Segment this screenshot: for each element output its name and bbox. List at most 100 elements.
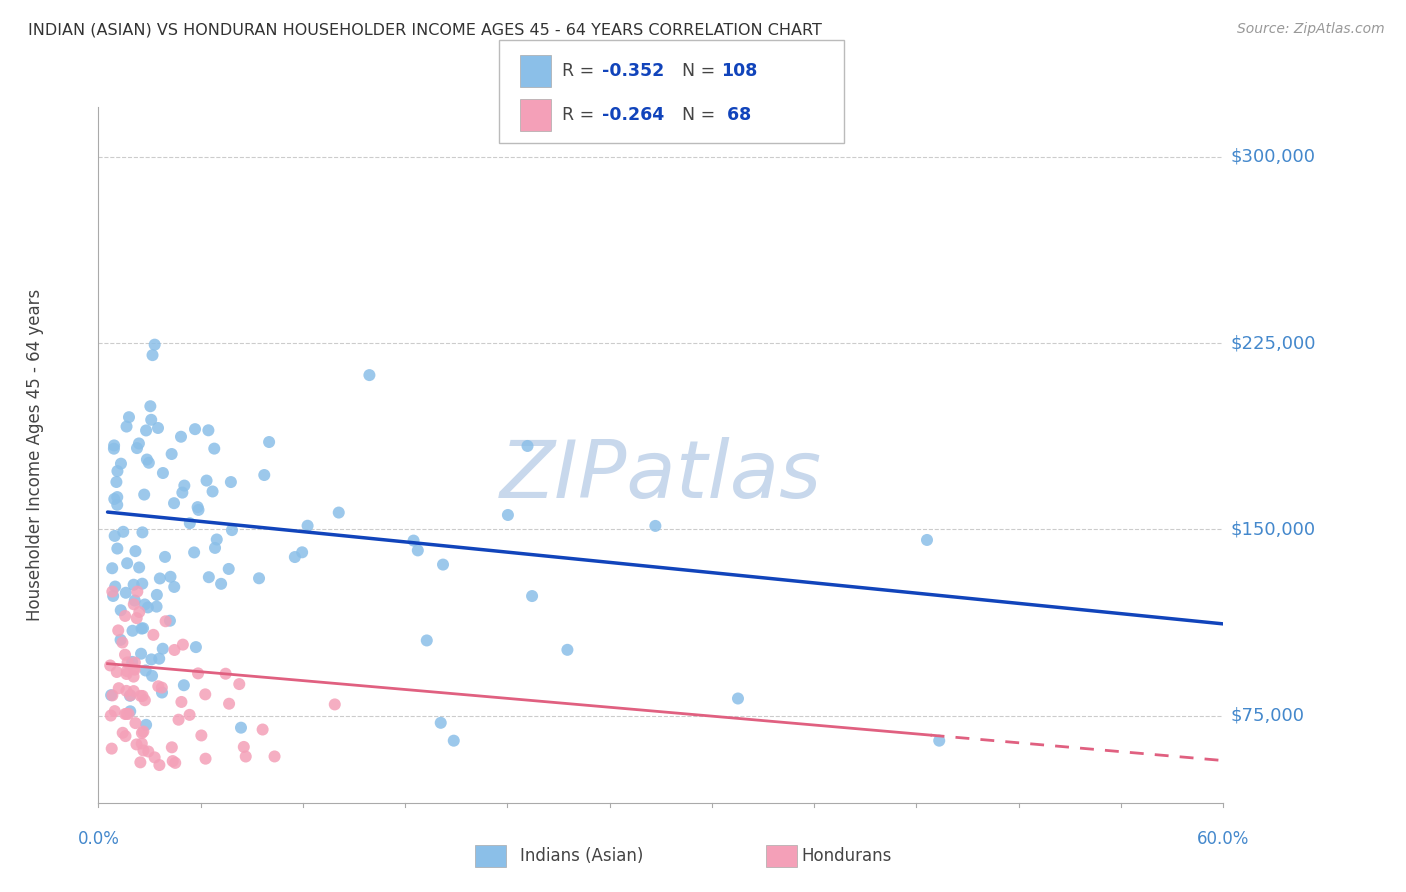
Point — [218, 562, 240, 576]
Point — [132, 621, 155, 635]
Point — [122, 662, 145, 676]
Point — [221, 523, 243, 537]
Point — [402, 533, 425, 548]
Point — [115, 706, 138, 721]
Point — [155, 614, 177, 628]
Point — [194, 752, 217, 766]
Point — [152, 466, 174, 480]
Point — [125, 611, 148, 625]
Point — [115, 667, 138, 681]
Point — [184, 640, 207, 654]
Point — [101, 689, 124, 703]
Point — [110, 603, 132, 617]
Point — [136, 600, 159, 615]
Point — [179, 516, 201, 531]
Point — [120, 689, 142, 703]
Text: 108: 108 — [721, 62, 758, 79]
Point — [159, 570, 181, 584]
Point — [148, 651, 170, 665]
Point — [149, 571, 172, 585]
Point — [124, 716, 146, 731]
Point — [107, 624, 129, 638]
Point — [135, 664, 157, 678]
Point — [218, 697, 240, 711]
Point — [135, 452, 157, 467]
Point — [406, 543, 429, 558]
Point — [117, 706, 139, 721]
Point — [187, 500, 209, 515]
Point — [167, 713, 190, 727]
Point — [235, 749, 257, 764]
Point — [134, 598, 156, 612]
Point — [114, 729, 136, 743]
Point — [104, 704, 127, 718]
Point — [214, 666, 236, 681]
Text: R =: R = — [562, 62, 600, 79]
Point — [100, 708, 122, 723]
Point — [247, 571, 270, 585]
Text: Householder Income Ages 45 - 64 years: Householder Income Ages 45 - 64 years — [27, 289, 44, 621]
Point — [170, 695, 193, 709]
Point — [520, 589, 543, 603]
Point — [105, 541, 128, 556]
Point — [727, 691, 749, 706]
Point — [205, 533, 228, 547]
Point — [163, 496, 186, 510]
Point — [122, 578, 145, 592]
Point — [122, 684, 145, 698]
Point — [150, 681, 173, 695]
Point — [141, 413, 163, 427]
Point — [429, 715, 451, 730]
Point — [160, 447, 183, 461]
Point — [416, 633, 439, 648]
Point — [112, 524, 135, 539]
Point — [124, 663, 146, 677]
Point — [100, 688, 122, 702]
Point — [644, 519, 666, 533]
Text: N =: N = — [682, 106, 721, 124]
Point — [229, 721, 252, 735]
Text: -0.264: -0.264 — [602, 106, 664, 124]
Point — [103, 438, 125, 452]
Point — [101, 589, 124, 603]
Point — [104, 529, 127, 543]
Point — [101, 561, 124, 575]
Point — [141, 652, 163, 666]
Point — [114, 648, 136, 662]
Point — [100, 741, 122, 756]
Point — [129, 647, 152, 661]
Point — [160, 740, 183, 755]
Point — [103, 442, 125, 456]
Point — [103, 491, 125, 506]
Text: -0.352: -0.352 — [602, 62, 664, 79]
Point — [131, 689, 153, 703]
Text: 0.0%: 0.0% — [77, 830, 120, 847]
Point — [132, 743, 155, 757]
Point — [115, 419, 138, 434]
Point — [98, 658, 121, 673]
Point — [323, 698, 346, 712]
Point — [202, 442, 225, 456]
Point — [134, 693, 156, 707]
Point — [128, 436, 150, 450]
Point — [110, 632, 132, 647]
Point — [194, 687, 217, 701]
Point — [125, 738, 148, 752]
Point — [141, 348, 163, 362]
Point — [146, 421, 169, 435]
Point — [557, 643, 579, 657]
Point — [142, 628, 165, 642]
Point — [115, 664, 138, 678]
Point — [121, 655, 143, 669]
Point — [184, 422, 207, 436]
Point — [136, 744, 159, 758]
Point — [124, 544, 146, 558]
Text: $225,000: $225,000 — [1230, 334, 1316, 352]
Point — [135, 718, 157, 732]
Point — [201, 484, 224, 499]
Point — [187, 666, 209, 681]
Text: 68: 68 — [721, 106, 752, 124]
Point — [139, 399, 162, 413]
Point — [257, 435, 280, 450]
Point — [183, 545, 205, 559]
